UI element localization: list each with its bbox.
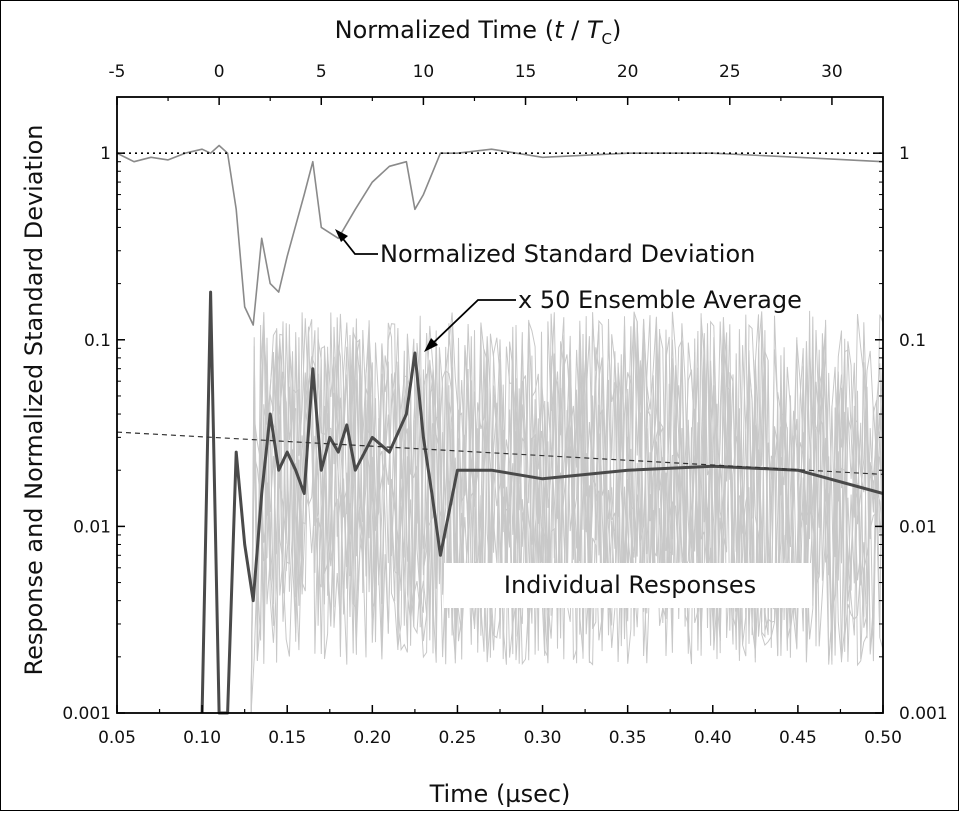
ensemble-avg-arrowhead [424, 338, 438, 352]
x2-title-T: T [587, 16, 604, 44]
y-tick-label-left: 1 [100, 144, 111, 164]
x2-tick-label: 20 [617, 62, 639, 82]
y-tick-label-left: 0.01 [73, 517, 111, 537]
ticks-group: 0.05 0.10 0.15 0.20 0.25 0.30 0.35 0.40 0.45 0.50… [62, 62, 947, 748]
individual-responses-annotation: Individual Responses [504, 571, 756, 599]
y-axis-title: Response and Normalized Standard Deviati… [20, 124, 48, 675]
x-tick-label: 0.50 [864, 728, 902, 748]
std-dev-arrowhead [335, 229, 348, 242]
x-tick-label: 0.45 [779, 728, 817, 748]
x-tick-label: 0.25 [439, 728, 477, 748]
x2-tick-label: 30 [821, 62, 843, 82]
ensemble-avg-annotation: x 50 Ensemble Average [518, 286, 802, 314]
x2-tick-label: -5 [109, 62, 126, 82]
x-tick-label: 0.30 [524, 728, 562, 748]
x-tick-label: 0.05 [98, 728, 136, 748]
x2-tick-label: 5 [316, 62, 327, 82]
x-axis-title: Time (µsec) [429, 780, 571, 808]
y-tick-label-right: 1 [899, 144, 910, 164]
individual-responses-group [117, 310, 884, 714]
x-tick-label: 0.40 [694, 728, 732, 748]
ensemble-avg-arrow-line [429, 299, 516, 347]
x2-title-sub: C [602, 30, 612, 48]
trend-line [116, 431, 884, 475]
x2-title-slash: / [564, 16, 587, 44]
x2-title-suffix: ) [612, 16, 621, 44]
x2-axis-title: Normalized Time (t / TC) [335, 16, 622, 48]
y-tick-label-right: 0.1 [899, 331, 926, 351]
x-tick-label: 0.20 [353, 728, 391, 748]
x-tick-label: 0.35 [609, 728, 647, 748]
x2-tick-label: 0 [214, 62, 225, 82]
std-dev-annotation: Normalized Standard Deviation [380, 240, 755, 268]
y-tick-label-left: 0.001 [62, 704, 111, 724]
x2-tick-label: 25 [719, 62, 741, 82]
individual-label-box [444, 563, 811, 608]
y-tick-label-right: 0.001 [899, 704, 948, 724]
series-group [116, 144, 884, 715]
arrows-group [335, 229, 516, 352]
std-dev-arrow-line [339, 234, 378, 255]
x2-title-t: t [554, 16, 565, 44]
y-tick-label-left: 0.1 [84, 331, 111, 351]
x-tick-label: 0.10 [183, 728, 221, 748]
x2-tick-label: 15 [515, 62, 537, 82]
x-tick-label: 0.15 [268, 728, 306, 748]
ensemble-avg-line [200, 290, 884, 715]
std-dev-line [116, 144, 884, 326]
y-tick-label-right: 0.01 [899, 517, 937, 537]
x2-tick-label: 10 [413, 62, 435, 82]
x2-title-prefix: Normalized Time ( [335, 16, 554, 44]
